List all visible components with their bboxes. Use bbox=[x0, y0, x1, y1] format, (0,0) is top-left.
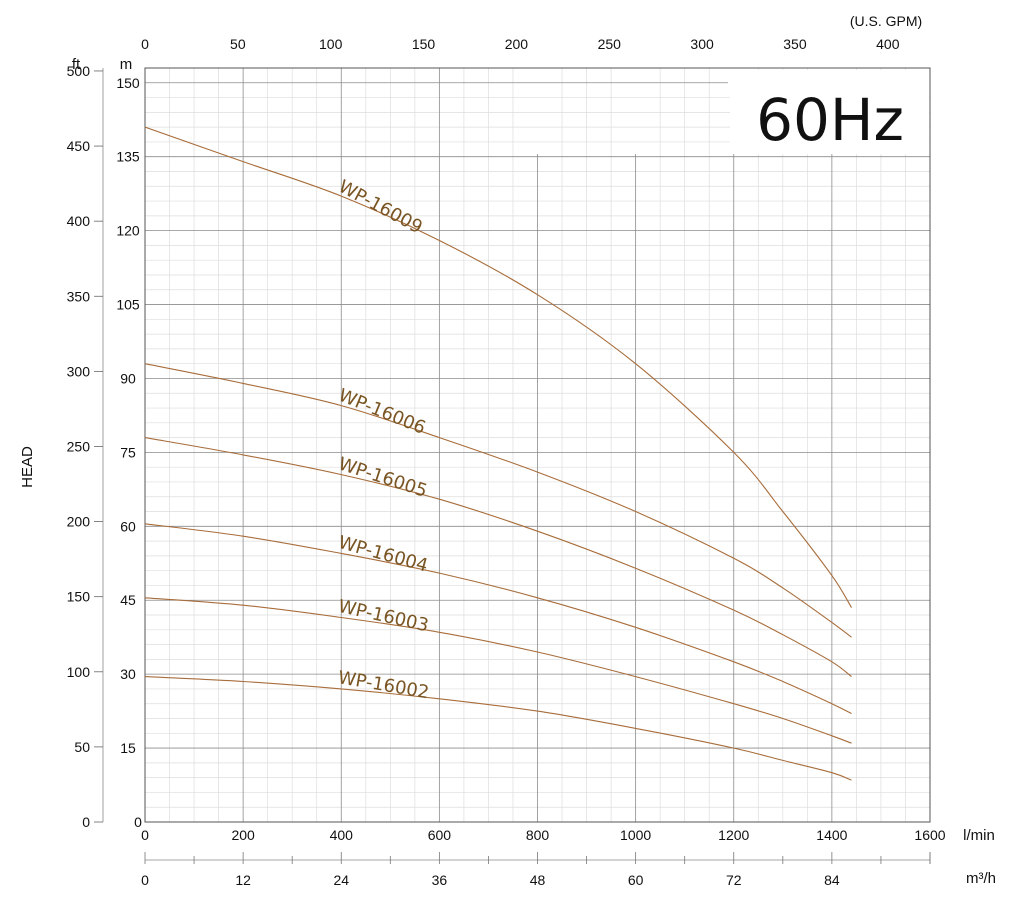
ft-tick-label: 0 bbox=[82, 814, 90, 830]
m-tick-label: 75 bbox=[120, 444, 136, 460]
minor-grid bbox=[145, 68, 930, 822]
lmin-tick-label: 200 bbox=[231, 827, 255, 843]
curve-labels: WP-16009WP-16006WP-16005WP-16004WP-16003… bbox=[335, 176, 431, 703]
curve-wp-16006 bbox=[144, 363, 852, 638]
m-tick-label: 105 bbox=[116, 297, 140, 313]
gpm-tick-label: 150 bbox=[412, 36, 436, 52]
lmin-unit-label: l/min bbox=[963, 827, 995, 844]
pump-curves bbox=[144, 126, 852, 781]
x-axis-bottom-lmin: 0 200 400 600 800 1000 1200 1400 1600 bbox=[141, 827, 946, 843]
ft-tick-label: 350 bbox=[67, 288, 91, 304]
gpm-unit-label: (U.S. GPM) bbox=[850, 13, 922, 29]
m-tick-label: 120 bbox=[116, 223, 140, 239]
x-axis-m3h: 0 12 24 36 48 60 72 84 bbox=[141, 852, 931, 888]
m-tick-label: 15 bbox=[120, 740, 136, 756]
curve-wp-16003 bbox=[144, 597, 852, 744]
curve-label-wp-16003: WP-16003 bbox=[336, 596, 430, 637]
chart-title: 60Hz bbox=[756, 86, 904, 154]
gpm-tick-label: 300 bbox=[690, 36, 714, 52]
gpm-tick-label: 350 bbox=[783, 36, 807, 52]
lmin-tick-label: 600 bbox=[428, 827, 452, 843]
head-axis-label: HEAD bbox=[19, 446, 36, 488]
m-tick-label: 30 bbox=[120, 666, 136, 682]
m-tick-label: 135 bbox=[116, 149, 140, 165]
y-axis-left: 0 50 100 150 200 250 300 350 400 450 500 15 30 45 60 75… bbox=[67, 63, 142, 830]
m3h-tick-label: 60 bbox=[628, 872, 644, 888]
ft-tick-label: 200 bbox=[67, 514, 91, 530]
ft-tick-label: 500 bbox=[67, 63, 91, 79]
lmin-tick-label: 1000 bbox=[620, 827, 651, 843]
gpm-tick-label: 400 bbox=[876, 36, 900, 52]
m3h-tick-label: 12 bbox=[235, 872, 251, 888]
ft-tick-label: 300 bbox=[67, 363, 91, 379]
m3h-tick-label: 0 bbox=[141, 872, 149, 888]
gpm-tick-label: 100 bbox=[319, 36, 343, 52]
plot-frame bbox=[144, 67, 931, 823]
curve-wp-16002 bbox=[144, 676, 852, 781]
major-grid bbox=[145, 68, 930, 822]
ft-tick-label: 450 bbox=[67, 138, 91, 154]
curve-label-wp-16009: WP-16009 bbox=[335, 176, 426, 238]
curve-wp-16009 bbox=[144, 126, 852, 608]
lmin-tick-label: 1400 bbox=[816, 827, 847, 843]
curve-label-wp-16002: WP-16002 bbox=[336, 667, 430, 703]
m-tick-label: 60 bbox=[120, 518, 136, 534]
ft-tick-label: 150 bbox=[67, 589, 91, 605]
m3h-tick-label: 72 bbox=[726, 872, 742, 888]
lmin-tick-label: 1200 bbox=[718, 827, 749, 843]
m3h-tick-label: 48 bbox=[530, 872, 546, 888]
m-unit-label: m bbox=[120, 56, 133, 73]
ft-tick-label: 400 bbox=[67, 213, 91, 229]
m3h-tick-label: 84 bbox=[824, 872, 840, 888]
lmin-tick-label: 400 bbox=[330, 827, 354, 843]
curve-wp-16004 bbox=[144, 523, 852, 715]
m3h-unit-label: m³/h bbox=[966, 870, 996, 887]
m3h-tick-label: 36 bbox=[432, 872, 448, 888]
x-axis-top-gpm: 0 50 100 150 200 250 300 350 400 bbox=[141, 36, 900, 52]
m-tick-label: 90 bbox=[120, 370, 136, 386]
gpm-tick-label: 50 bbox=[230, 36, 246, 52]
lmin-tick-label: 1600 bbox=[914, 827, 945, 843]
ft-tick-label: 50 bbox=[74, 739, 90, 755]
m3h-tick-label: 24 bbox=[333, 872, 349, 888]
title-box bbox=[730, 70, 929, 154]
lmin-tick-label: 0 bbox=[141, 827, 149, 843]
gpm-tick-label: 0 bbox=[141, 36, 149, 52]
curve-label-wp-16005: WP-16005 bbox=[336, 453, 430, 502]
lmin-tick-label: 800 bbox=[526, 827, 550, 843]
gpm-tick-label: 200 bbox=[505, 36, 529, 52]
ft-tick-label: 100 bbox=[67, 664, 91, 680]
curve-wp-16005 bbox=[144, 437, 852, 678]
ft-tick-label: 250 bbox=[67, 438, 91, 454]
curve-label-wp-16004: WP-16004 bbox=[336, 532, 430, 577]
gpm-tick-label: 250 bbox=[598, 36, 622, 52]
m-tick-label: 150 bbox=[116, 75, 140, 91]
m-tick-label: 0 bbox=[134, 814, 142, 830]
ft-unit-label: ft bbox=[72, 56, 81, 73]
m-tick-label: 45 bbox=[120, 592, 136, 608]
